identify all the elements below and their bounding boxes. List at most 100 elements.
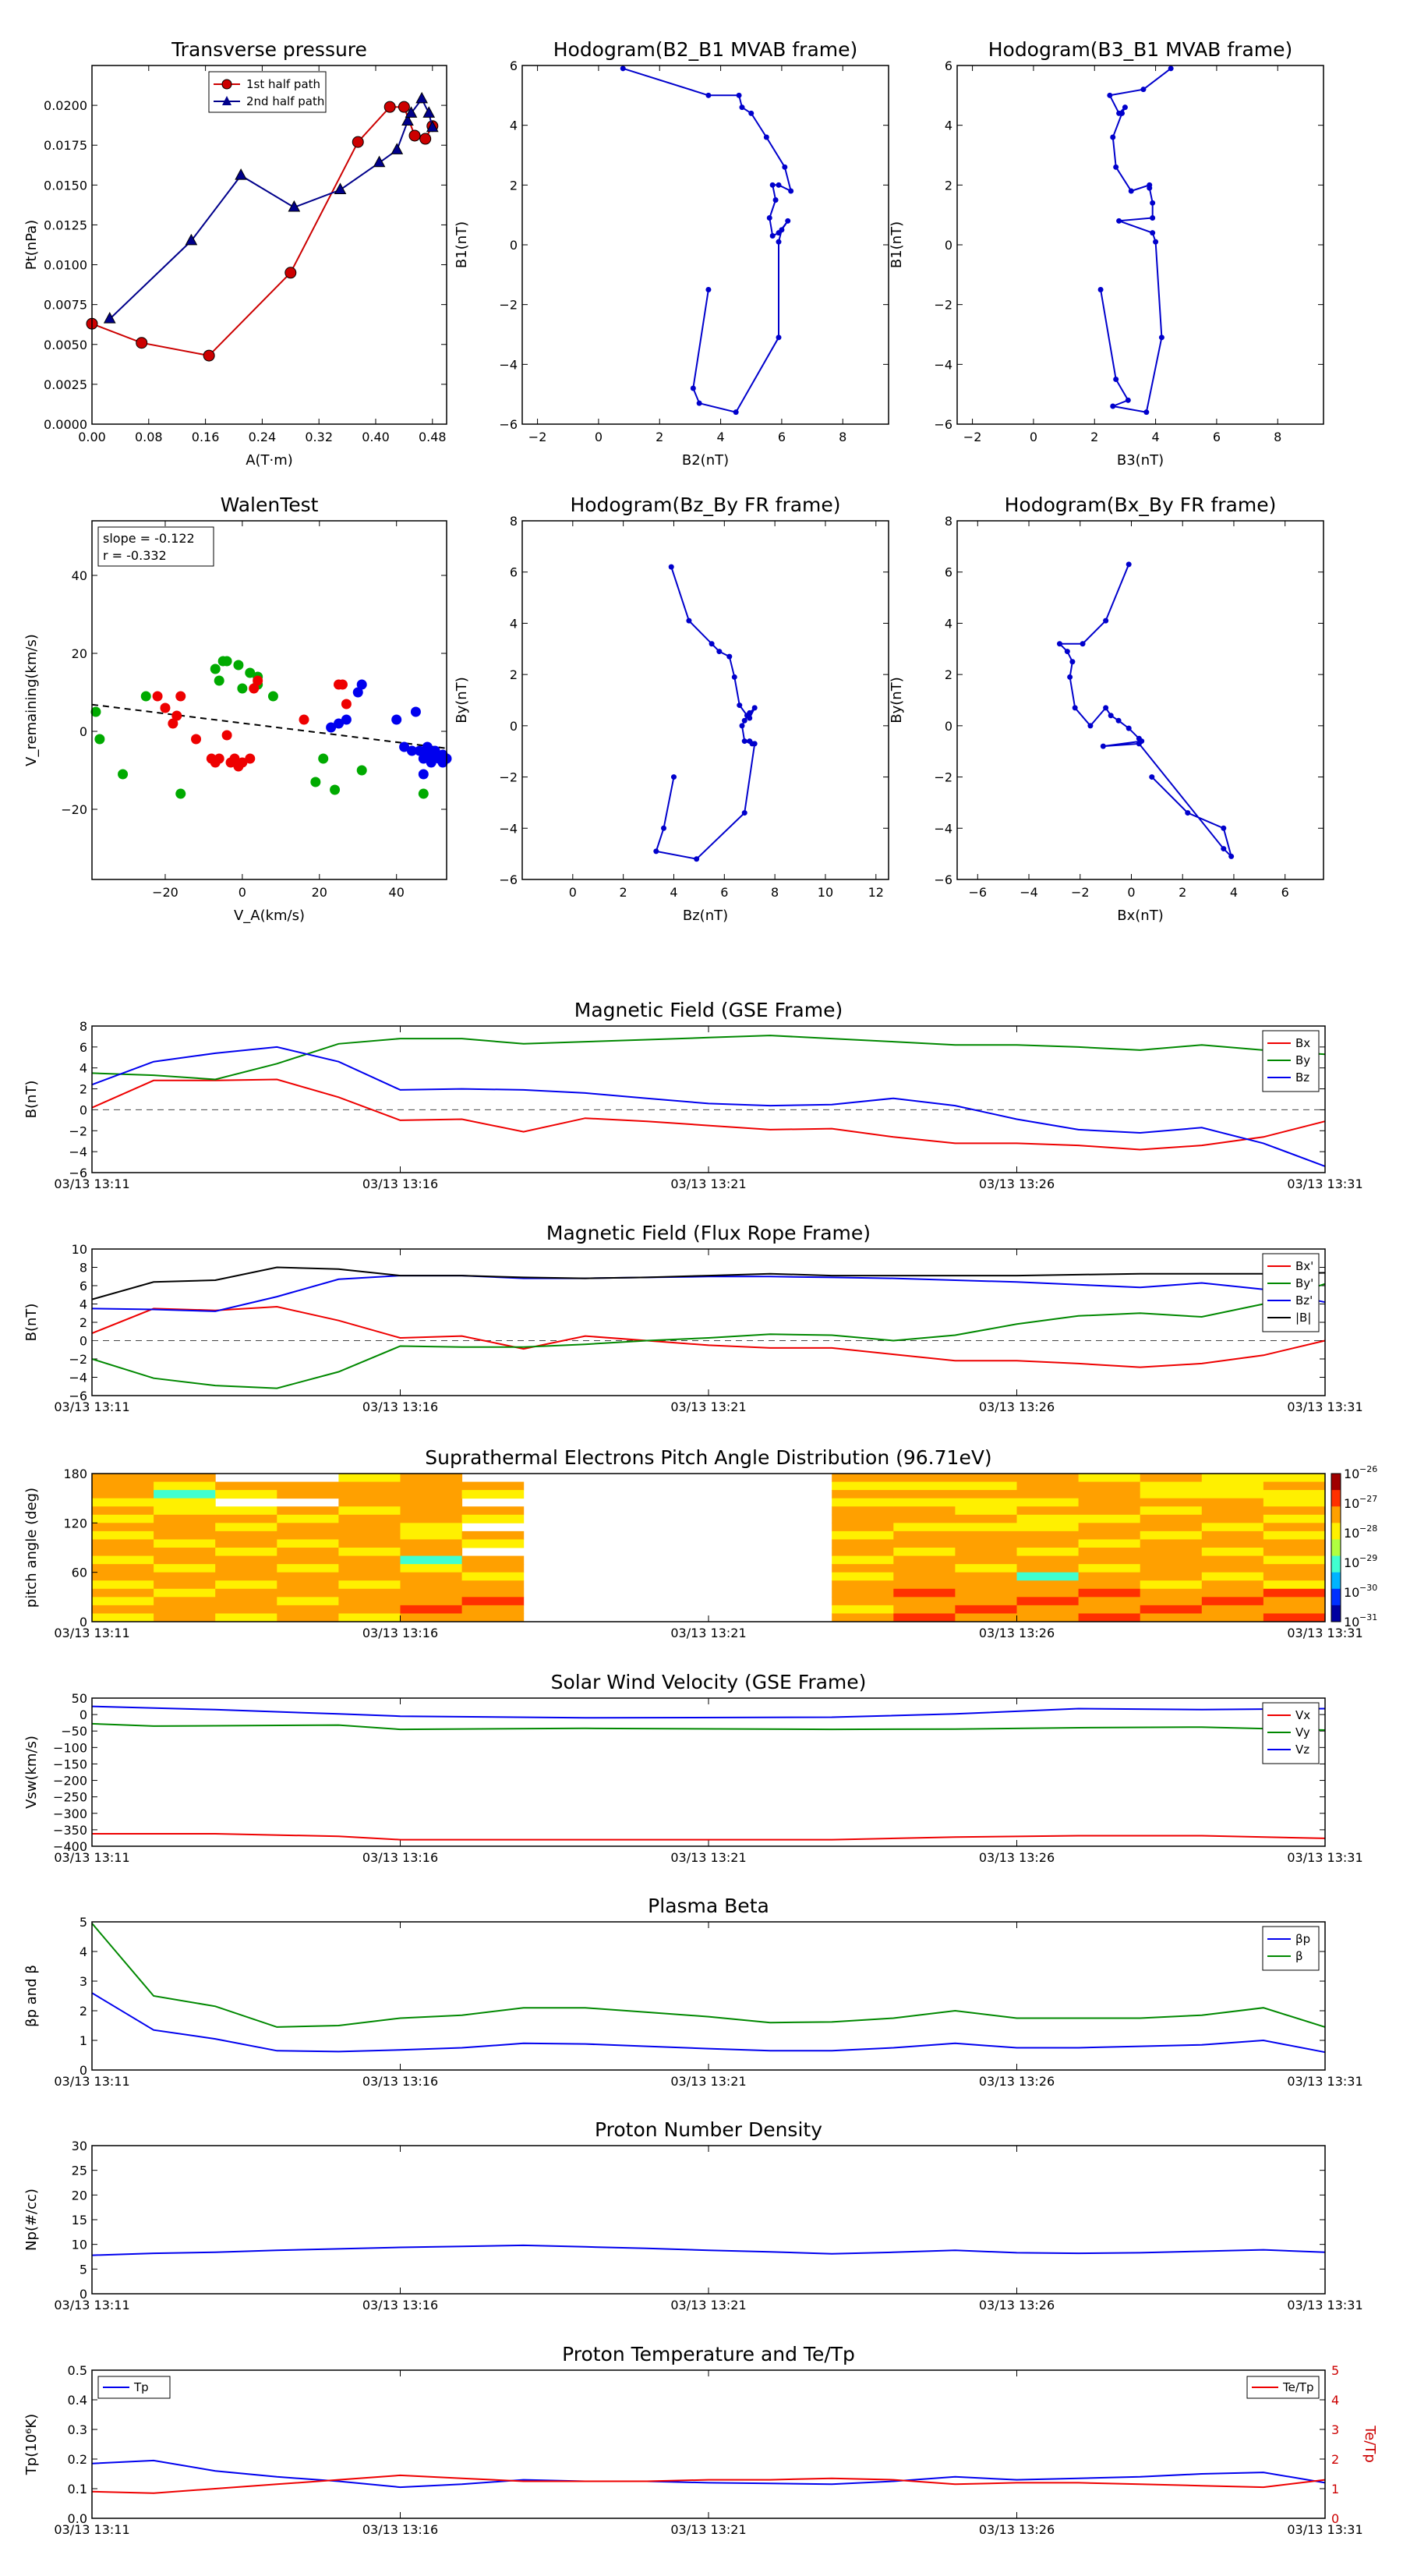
- data-point: [103, 312, 116, 324]
- x-tick-label: 6: [1213, 430, 1221, 444]
- data-point: [160, 702, 171, 713]
- heatmap-cell: [154, 1530, 216, 1540]
- heatmap-cell: [338, 1588, 401, 1598]
- data-point: [705, 287, 712, 292]
- y-axis-label: Vsw(km/s): [23, 1736, 40, 1809]
- heatmap-cell: [92, 1580, 154, 1590]
- y-tick-label: 120: [63, 1516, 87, 1530]
- heatmap-cell: [154, 1481, 216, 1491]
- series-line: [655, 566, 756, 860]
- series-line-Np: [91, 2244, 1326, 2256]
- legend-label: 1st half path: [246, 77, 320, 91]
- colorbar-segment: [1331, 1506, 1341, 1523]
- colorbar-segment: [1331, 1490, 1341, 1507]
- data-point: [668, 564, 674, 570]
- heatmap-cell: [154, 1523, 216, 1532]
- heatmap-cell: [92, 1523, 154, 1532]
- y-axis-label: By(nT): [889, 677, 905, 723]
- heatmap-cell: [338, 1613, 401, 1622]
- heatmap-cell: [832, 1597, 894, 1606]
- heatmap-cell: [893, 1506, 956, 1516]
- data-point: [751, 705, 758, 711]
- heatmap-cell: [1201, 1555, 1264, 1565]
- series-line-|B|: [91, 1266, 1326, 1300]
- data-point: [405, 106, 418, 118]
- y-tick-label: 0.0175: [44, 138, 87, 153]
- data-point: [1143, 409, 1150, 416]
- y2-tick-label: 5: [1331, 2363, 1339, 2378]
- data-point: [1087, 723, 1094, 729]
- heatmap-cell: [1140, 1490, 1203, 1499]
- y-tick-label: −6: [934, 872, 952, 887]
- heatmap-cell: [1016, 1580, 1080, 1590]
- data-point: [1103, 617, 1109, 624]
- heatmap-cell: [1078, 1514, 1141, 1523]
- y-tick-label: 50: [72, 1691, 87, 1706]
- x-tick-label: 20: [312, 885, 327, 900]
- data-point: [1126, 725, 1132, 731]
- heatmap-cell: [400, 1481, 463, 1491]
- x-tick-label: 4: [1151, 430, 1159, 444]
- y-tick-label: −250: [53, 1790, 87, 1805]
- y-tick-label: 0: [80, 724, 87, 739]
- y-tick-label: −200: [53, 1774, 87, 1789]
- heatmap-cell: [1016, 1613, 1080, 1622]
- data-point: [785, 218, 791, 224]
- data-point: [253, 675, 263, 686]
- heatmap-cell: [461, 1564, 525, 1573]
- heatmap-cell: [400, 1555, 463, 1565]
- x-tick-label: 0: [239, 885, 246, 900]
- colorbar-tick-exponent: −31: [1359, 1612, 1377, 1622]
- heatmap-cell: [1078, 1572, 1141, 1581]
- colorbar-segment: [1331, 1572, 1341, 1590]
- data-point: [373, 155, 386, 168]
- data-point: [235, 168, 247, 180]
- legend-label: βp: [1295, 1932, 1310, 1946]
- heatmap-cell: [338, 1539, 401, 1548]
- heatmap-cell: [92, 1474, 154, 1483]
- data-point: [776, 230, 782, 236]
- heatmap-cell: [215, 1481, 277, 1491]
- y-tick-label: 6: [80, 1040, 87, 1055]
- heatmap-cell: [1078, 1523, 1141, 1532]
- y-tick-label: 0: [80, 1102, 87, 1117]
- heatmap-cell: [1263, 1539, 1326, 1548]
- y-axis-label: Pt(nPa): [23, 220, 40, 270]
- y-tick-label: −150: [53, 1757, 87, 1771]
- heatmap-cell: [277, 1506, 339, 1516]
- data-point: [1147, 182, 1153, 188]
- data-point: [221, 656, 232, 667]
- data-point: [422, 749, 433, 760]
- heatmap-cell: [1016, 1530, 1080, 1540]
- y-tick-label: 6: [945, 565, 952, 580]
- heatmap-cell: [215, 1530, 277, 1540]
- heatmap-cell: [1016, 1523, 1080, 1532]
- data-point: [337, 679, 348, 690]
- x-tick-label: 0.32: [305, 430, 333, 444]
- x-tick-label: 03/13 13:11: [54, 2298, 129, 2312]
- x-tick-label: 03/13 13:31: [1287, 1626, 1362, 1640]
- heatmap-cell: [1140, 1514, 1203, 1523]
- data-point: [1228, 853, 1235, 859]
- y-tick-label: 60: [72, 1566, 87, 1580]
- heatmap-cell: [1201, 1506, 1264, 1516]
- colorbar-tick-exponent: −28: [1359, 1523, 1377, 1534]
- plot-frame: [91, 2369, 1326, 2519]
- legend-label: Bz': [1295, 1293, 1313, 1307]
- plot-frame: [956, 520, 1324, 880]
- heatmap-cell: [1201, 1572, 1264, 1581]
- heatmap-cell: [215, 1523, 277, 1532]
- chart-beta: 0 1 2 3 4 5 03/13 13:11 03/13 13:16 03/13 13:21 0…: [23, 1895, 1363, 2089]
- y-tick-label: −4: [69, 1145, 87, 1159]
- plot-frame: [91, 1248, 1326, 1396]
- data-point: [229, 753, 240, 764]
- x-tick-label: 03/13 13:21: [670, 1177, 746, 1191]
- chart-tp: 0.0 0.1 0.2 0.3 0.4 0.5 03/13 13:11 03/13 13:16…: [23, 2343, 1378, 2537]
- heatmap-cell: [1263, 1506, 1326, 1516]
- heatmap-cell: [832, 1580, 894, 1590]
- data-point: [284, 267, 297, 279]
- heatmap-cell: [955, 1530, 1017, 1540]
- heatmap-cell: [955, 1548, 1017, 1557]
- heatmap-cell: [1263, 1481, 1326, 1491]
